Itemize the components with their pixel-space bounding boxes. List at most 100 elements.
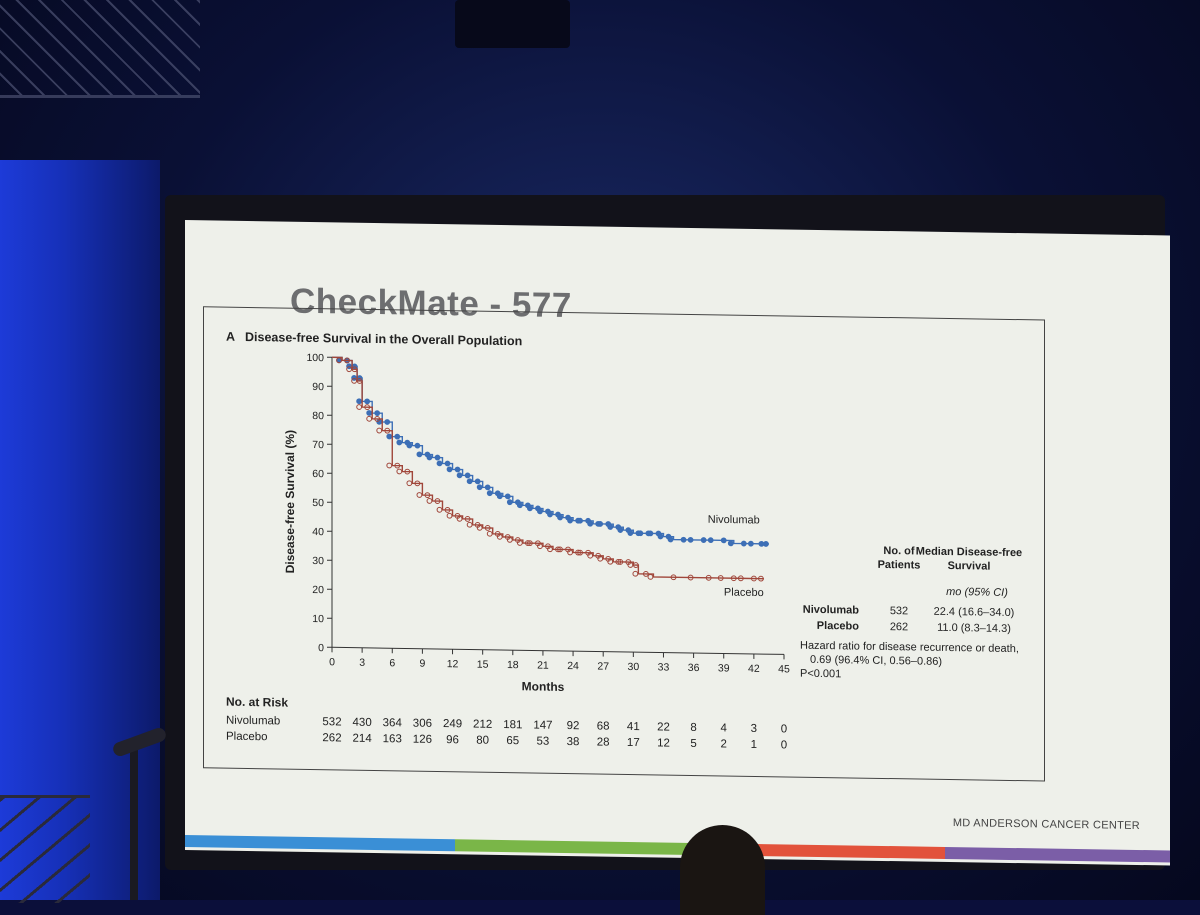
censor-mark <box>377 428 382 433</box>
summary-row-n: 262 <box>890 621 908 633</box>
censor-mark <box>618 528 623 533</box>
censor-mark <box>397 440 402 445</box>
summary-row-n: 532 <box>890 605 908 617</box>
p-value: P<0.001 <box>800 668 841 681</box>
x-tick-label: 30 <box>627 661 639 673</box>
summary-col2-header: Median Disease-free <box>916 545 1022 559</box>
censor-mark <box>447 467 452 472</box>
risk-cell: 0 <box>781 723 787 735</box>
summary-col1-header: No. of <box>883 545 914 557</box>
censor-mark <box>728 541 733 546</box>
censor-mark <box>407 443 412 448</box>
censor-mark <box>417 452 422 457</box>
summary-row-median: 22.4 (16.6–34.0) <box>934 606 1015 619</box>
x-tick-label: 24 <box>567 660 579 672</box>
risk-cell: 68 <box>597 720 610 732</box>
risk-cell: 28 <box>597 736 610 748</box>
risk-table-header: No. at Risk <box>226 695 288 710</box>
color-bar-red <box>750 844 945 859</box>
censor-mark <box>427 499 432 504</box>
mic-stand <box>130 745 138 900</box>
censor-mark <box>397 469 402 474</box>
censor-mark <box>357 405 362 410</box>
y-tick-label: 30 <box>312 555 324 567</box>
censor-mark <box>367 411 372 416</box>
x-tick-label: 21 <box>537 660 549 672</box>
y-axis-title: Disease-free Survival (%) <box>283 430 297 574</box>
risk-cell: 181 <box>503 719 522 731</box>
censor-mark <box>435 455 440 460</box>
censor-mark <box>455 467 460 472</box>
censor-mark <box>708 538 713 543</box>
risk-cell: 3 <box>751 723 757 735</box>
y-tick-label: 10 <box>312 613 324 625</box>
censor-mark <box>385 420 390 425</box>
censor-mark <box>427 455 432 460</box>
censor-mark <box>628 531 633 536</box>
x-tick-label: 15 <box>477 659 489 671</box>
censor-mark <box>477 485 482 490</box>
censor-mark <box>648 531 653 536</box>
censor-mark <box>387 463 392 468</box>
censor-mark <box>457 473 462 478</box>
censor-mark <box>395 434 400 439</box>
risk-cell: 65 <box>506 735 519 747</box>
color-bar-purple <box>945 847 1170 863</box>
risk-cell: 212 <box>473 719 492 731</box>
censor-mark <box>588 521 593 526</box>
risk-cell: 532 <box>322 716 341 728</box>
y-tick-label: 0 <box>318 642 324 654</box>
risk-cell: 249 <box>443 718 462 730</box>
x-tick-label: 27 <box>597 660 609 672</box>
summary-col2-header: Survival <box>948 560 991 573</box>
censor-mark <box>681 537 686 542</box>
risk-cell: 53 <box>537 736 550 748</box>
censor-mark <box>658 534 663 539</box>
x-tick-label: 18 <box>507 659 519 671</box>
censor-mark <box>638 531 643 536</box>
x-tick-label: 9 <box>419 658 425 670</box>
censor-mark <box>668 537 673 542</box>
risk-cell: 364 <box>383 717 403 729</box>
censor-mark <box>764 541 769 546</box>
risk-cell: 1 <box>751 739 757 751</box>
censor-mark <box>467 522 472 527</box>
y-tick-label: 90 <box>312 381 324 393</box>
censor-mark <box>487 491 492 496</box>
risk-cell: 8 <box>690 722 696 734</box>
x-tick-label: 0 <box>329 656 335 668</box>
censor-mark <box>415 443 420 448</box>
color-bar-blue <box>185 835 455 851</box>
risk-cell: 92 <box>567 720 580 732</box>
censor-mark <box>445 461 450 466</box>
censor-mark <box>507 500 512 505</box>
lighting-truss <box>0 0 200 98</box>
risk-cell: 2 <box>721 738 727 750</box>
censor-mark <box>548 512 553 517</box>
footer-institution: MD ANDERSON CANCER CENTER <box>953 817 1140 832</box>
censor-mark <box>701 538 706 543</box>
censor-mark <box>608 525 613 530</box>
censor-mark <box>598 521 603 526</box>
summary-col1-header: Patients <box>878 559 921 572</box>
censor-mark <box>417 493 422 498</box>
censor-mark <box>437 507 442 512</box>
censor-mark <box>365 399 370 404</box>
censor-mark <box>538 509 543 514</box>
risk-cell: 38 <box>567 736 580 748</box>
y-tick-label: 70 <box>312 439 324 451</box>
risk-cell: 41 <box>627 721 640 733</box>
y-tick-label: 40 <box>312 526 324 538</box>
summary-unit: mo (95% CI) <box>946 586 1008 599</box>
censor-mark <box>748 541 753 546</box>
censor-mark <box>465 473 470 478</box>
censor-mark <box>437 461 442 466</box>
x-tick-label: 39 <box>718 662 730 674</box>
risk-cell: 126 <box>413 734 432 746</box>
hazard-ratio-line1: Hazard ratio for disease recurrence or d… <box>800 640 1019 655</box>
hazard-ratio-line2: 0.69 (96.4% CI, 0.56–0.86) <box>810 654 942 668</box>
summary-row-name: Nivolumab <box>803 604 860 617</box>
summary-row-median: 11.0 (8.3–14.3) <box>937 622 1011 635</box>
censor-mark <box>367 416 372 421</box>
